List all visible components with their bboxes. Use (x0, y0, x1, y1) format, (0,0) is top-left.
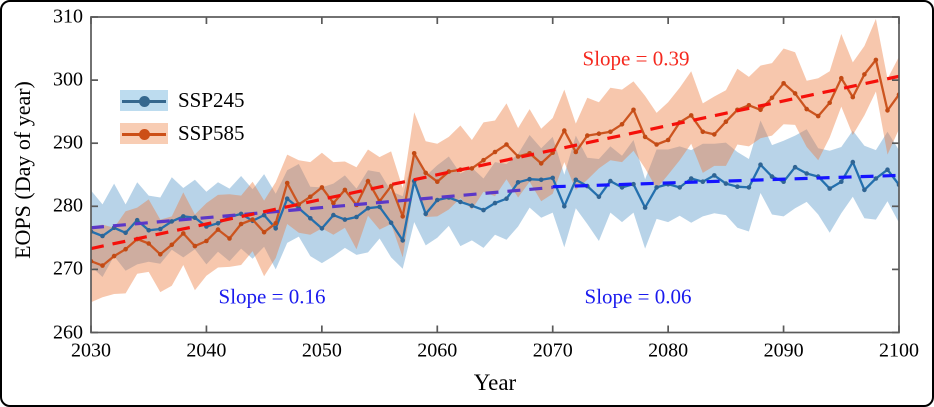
x-tick-label-2070: 2070 (532, 339, 573, 362)
legend-label-ssp585: SSP585 (178, 121, 245, 145)
x-tick-label-2060: 2060 (417, 339, 458, 362)
legend-label-ssp245: SSP245 (178, 88, 245, 112)
ssp245-trend-1 (552, 173, 899, 189)
ssp585-band (91, 18, 899, 303)
x-tick-label-2030: 2030 (71, 339, 111, 362)
x-tick-label-2040: 2040 (186, 339, 227, 362)
y-tick-label-310: 310 (53, 5, 83, 28)
x-tick-label-2050: 2050 (301, 339, 342, 362)
x-tick-label-2090: 2090 (763, 339, 804, 362)
ssp585-trend-0 (91, 74, 899, 251)
trend-lines (91, 74, 899, 251)
x-tick-label-2080: 2080 (648, 339, 689, 362)
axis-frame (90, 16, 900, 334)
ssp245-marker-dot (139, 96, 150, 107)
ssp245-band (91, 120, 899, 277)
ssp245-band-swatch (120, 90, 168, 111)
axis-box (90, 16, 900, 334)
x-tick-label-2100: 2100 (879, 339, 919, 362)
slope-annotation-ssp585: Slope = 0.39 (582, 46, 690, 71)
ssp585-marker-dot (139, 129, 150, 140)
uncertainty-bands (91, 18, 899, 303)
y-tick-label-280: 280 (53, 194, 83, 217)
x-axis-label: Year (473, 370, 517, 395)
y-tick-label-270: 270 (53, 257, 83, 280)
y-axis-label: EOPS (Day of year) (10, 81, 35, 259)
slope-annotation-ssp245-early: Slope = 0.16 (218, 284, 326, 309)
ssp585-band-swatch (120, 123, 168, 144)
ssp245-trend-0 (91, 185, 553, 230)
y-tick-label-290: 290 (53, 131, 83, 154)
y-tick-label-260: 260 (53, 321, 83, 343)
slope-annotation-ssp245-late: Slope = 0.06 (584, 284, 692, 309)
y-tick-label-300: 300 (53, 68, 83, 91)
